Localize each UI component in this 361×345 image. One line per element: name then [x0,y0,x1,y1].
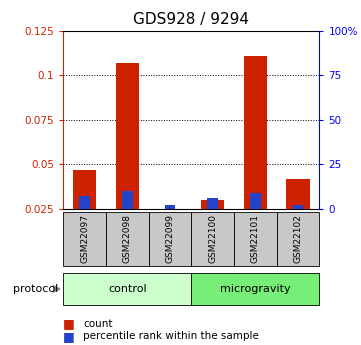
Text: protocol: protocol [13,284,58,294]
Bar [79,196,90,209]
Bar [106,212,149,266]
Text: control: control [108,284,147,294]
Text: count: count [83,319,113,328]
Bar [116,63,139,209]
Text: GSM22099: GSM22099 [165,214,174,264]
Text: percentile rank within the sample: percentile rank within the sample [83,332,259,341]
Text: GSM22101: GSM22101 [251,214,260,264]
Bar [201,200,225,209]
Bar [165,205,175,209]
Bar [244,56,267,209]
Bar [63,212,106,266]
Bar [191,273,319,305]
Bar [73,170,96,209]
Text: ■: ■ [63,317,75,330]
Bar [277,212,319,266]
Title: GDS928 / 9294: GDS928 / 9294 [133,12,249,27]
Bar [286,178,310,209]
Bar [250,193,261,209]
Text: microgravity: microgravity [220,284,291,294]
Bar [63,273,191,305]
Bar [207,198,218,209]
Bar [234,212,277,266]
Bar [191,212,234,266]
Bar [149,212,191,266]
Text: GSM22100: GSM22100 [208,214,217,264]
Text: GSM22097: GSM22097 [80,214,89,264]
Text: ■: ■ [63,330,75,343]
Text: GSM22102: GSM22102 [293,215,303,263]
Bar [293,205,304,209]
Text: GSM22098: GSM22098 [123,214,132,264]
Bar [122,191,132,209]
